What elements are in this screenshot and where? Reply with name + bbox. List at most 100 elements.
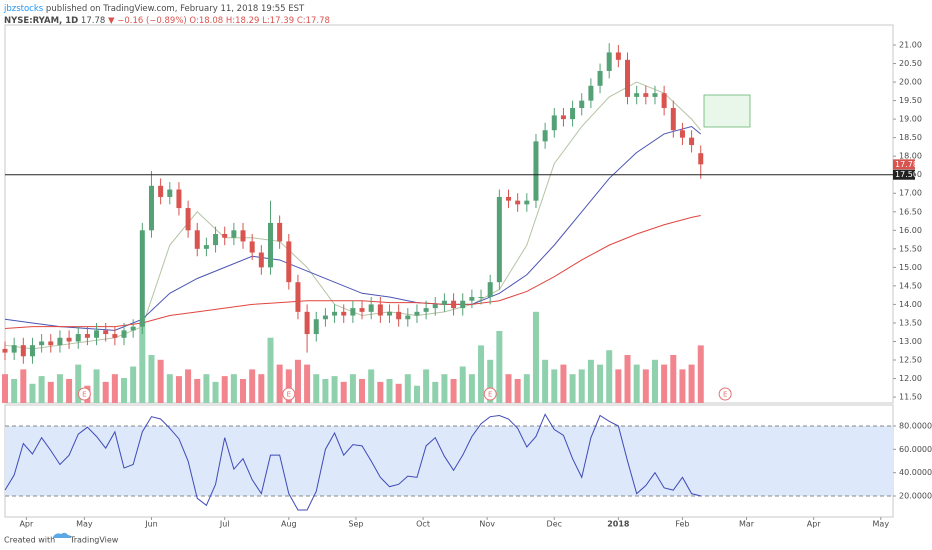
- y-tick-label: 21.00: [899, 41, 922, 50]
- volume-bar: [313, 374, 320, 403]
- ohlc-high: H:18.29: [226, 16, 260, 26]
- candle-body: [222, 234, 228, 238]
- volume-bar: [615, 369, 622, 403]
- volume-bar: [532, 311, 539, 403]
- volume-bar: [38, 376, 45, 403]
- candle-body: [185, 208, 191, 231]
- earnings-label: E: [82, 391, 86, 399]
- volume-bar: [377, 381, 384, 403]
- volume-bar: [185, 369, 192, 403]
- candle-body: [176, 189, 182, 209]
- candle-body: [130, 326, 136, 331]
- volume-bar: [276, 364, 283, 403]
- volume-bar: [359, 379, 366, 403]
- candle-body: [121, 330, 127, 338]
- volume-bar: [624, 355, 631, 403]
- y-tick-label: 20.00: [899, 78, 922, 87]
- candle-body: [414, 311, 420, 316]
- volume-bar: [322, 379, 329, 403]
- candle-body: [588, 85, 594, 101]
- y-tick-label: 11.50: [899, 393, 922, 402]
- symbol-line: NYSE:RYAM, 1D 17.78 ▼ −0.16 (−0.89%) O:1…: [4, 16, 330, 26]
- volume-bar: [386, 379, 393, 403]
- price-tag: [893, 169, 915, 180]
- volume-bar: [413, 385, 420, 403]
- x-tick-label: Jul: [219, 520, 230, 529]
- candle-body: [478, 297, 484, 299]
- volume-bar: [194, 379, 201, 403]
- x-tick-label: Apr: [19, 520, 34, 529]
- candle-body: [524, 200, 530, 205]
- candle-body: [396, 311, 402, 320]
- candle-body: [148, 185, 154, 231]
- candle-body: [194, 230, 200, 249]
- candle-body: [295, 282, 301, 312]
- candle-body: [460, 300, 466, 309]
- x-tick-label: Oct: [416, 520, 430, 529]
- candle-body: [341, 311, 347, 316]
- volume-bar: [294, 359, 301, 403]
- candle-body: [432, 304, 438, 309]
- volume-bar: [258, 374, 265, 403]
- volume-bar: [679, 369, 686, 403]
- band: [5, 426, 893, 496]
- volume-bar: [651, 359, 658, 403]
- earnings-marker: [483, 387, 497, 401]
- main-pane: [4, 24, 894, 404]
- volume-bar: [487, 359, 494, 403]
- volume-bar: [542, 359, 549, 403]
- y-tick-label: 40.0000: [899, 468, 932, 477]
- volume-bar: [606, 350, 613, 403]
- volume-bar: [212, 381, 219, 403]
- candle-body: [167, 189, 173, 197]
- candle-body: [304, 311, 310, 335]
- volume-bar: [93, 369, 100, 403]
- published: published on TradingView.com, February 1…: [46, 4, 305, 14]
- volume-bar: [166, 374, 173, 403]
- volume-bar: [551, 369, 558, 403]
- y-tick-label: 13.00: [899, 337, 922, 346]
- target-box[interactable]: [703, 94, 751, 128]
- price-tag-label: 17.50: [895, 170, 918, 179]
- y-tick-label: 15.00: [899, 263, 922, 272]
- candle-body: [597, 70, 603, 86]
- change: ▼ −0.16 (−0.89%): [108, 16, 187, 26]
- volume-bar: [75, 364, 82, 403]
- volume-bar: [478, 345, 485, 403]
- author[interactable]: jbzstocks: [3, 4, 44, 14]
- volume-bar: [670, 355, 677, 403]
- candle-body: [579, 100, 585, 109]
- volume-bar: [395, 383, 402, 403]
- candle-body: [652, 93, 658, 97]
- candle-body: [386, 311, 392, 316]
- candle-body: [533, 141, 539, 201]
- volume-bar: [633, 364, 640, 403]
- volume-bar: [560, 364, 567, 403]
- candle-body: [20, 345, 26, 357]
- candle-body: [689, 137, 695, 146]
- earnings-label: E: [723, 391, 727, 399]
- candle-body: [286, 241, 292, 283]
- earnings-label: E: [287, 391, 291, 399]
- candle-body: [560, 115, 566, 120]
- volume-bar: [642, 369, 649, 403]
- y-tick-label: 15.50: [899, 244, 922, 253]
- y-tick-label: 16.50: [899, 207, 922, 216]
- volume-bar: [157, 359, 164, 403]
- x-tick-label: May: [873, 520, 890, 529]
- last: 17.78: [81, 16, 105, 26]
- volume-bar: [121, 378, 128, 403]
- y-tick-label: 19.00: [899, 115, 922, 124]
- volume-bar: [368, 369, 375, 403]
- candle-body: [643, 93, 649, 97]
- y-tick-label: 20.0000: [899, 492, 932, 501]
- candle-body: [469, 297, 475, 301]
- volume-bar: [578, 369, 585, 403]
- x-tick-label: Jun: [144, 520, 158, 529]
- earnings-marker: [282, 387, 296, 401]
- symbol: NYSE:RYAM, 1D: [4, 16, 78, 26]
- oscillator-line: [4, 413, 701, 511]
- y-tick-label: 19.50: [899, 96, 922, 105]
- footer-brand[interactable]: TradingView: [69, 536, 119, 545]
